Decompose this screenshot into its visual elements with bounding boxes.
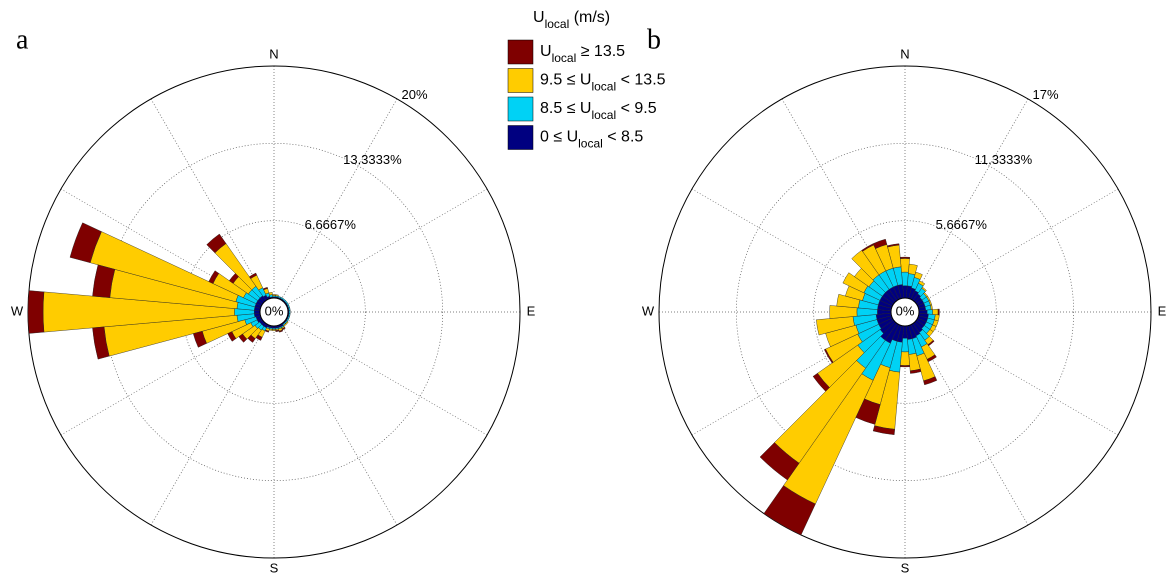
sector <box>255 334 263 341</box>
direction-label: S <box>901 560 910 574</box>
spoke <box>916 318 1119 436</box>
spoke <box>911 98 1029 301</box>
sector <box>855 398 881 425</box>
sector <box>288 310 291 314</box>
sector <box>92 264 116 298</box>
spoke <box>280 98 398 301</box>
r-tick-label: 13.3333% <box>343 152 402 167</box>
direction-label: W <box>11 303 24 318</box>
sector <box>937 308 940 316</box>
sector <box>268 292 273 296</box>
r-tick-label: 5.6667% <box>936 217 988 232</box>
r-tick-label: 20% <box>402 87 428 102</box>
ring <box>813 220 997 404</box>
sector <box>899 365 911 368</box>
sector <box>926 309 933 315</box>
spoke <box>916 188 1119 306</box>
sector <box>272 294 276 296</box>
sector <box>918 280 926 287</box>
direction-label: E <box>527 303 536 318</box>
sector <box>923 376 938 386</box>
sector <box>829 305 858 319</box>
sector <box>288 307 291 311</box>
ring <box>104 142 444 482</box>
legend-label: Ulocal ≥ 13.5 <box>540 43 625 65</box>
sector <box>842 272 869 294</box>
sector <box>900 258 910 273</box>
sector <box>836 294 861 309</box>
panel-label: a <box>16 24 29 55</box>
sector <box>909 368 922 374</box>
r-tick-label: 17% <box>1033 87 1059 102</box>
legend-label: 8.5 ≤ Ulocal < 9.5 <box>540 100 657 122</box>
sector <box>900 351 910 366</box>
sector <box>247 334 256 343</box>
sector <box>921 286 927 292</box>
sector <box>927 339 935 347</box>
sector <box>887 243 900 248</box>
legend-label: 9.5 ≤ Ulocal < 13.5 <box>540 72 666 94</box>
sector <box>208 270 220 284</box>
legend-title: Ulocal (m/s) <box>533 9 610 31</box>
sector <box>914 271 923 280</box>
sector <box>27 290 45 334</box>
sector <box>932 308 939 316</box>
r-tick-label: 0% <box>896 303 915 318</box>
center-hole <box>890 297 920 327</box>
windrose: 0% 5.6667% 11.3333% 17% N E S Wb <box>642 24 1167 574</box>
sector <box>899 256 911 259</box>
sector <box>812 372 830 392</box>
panel-label: b <box>647 24 661 55</box>
legend: Ulocal (m/s) Ulocal ≥ 13.5 9.5 ≤ Ulocal < … <box>507 9 666 151</box>
spoke <box>280 323 398 526</box>
sector <box>275 294 279 297</box>
direction-label: N <box>900 46 909 61</box>
sector <box>92 326 110 360</box>
sector <box>816 316 855 336</box>
outer-ring <box>658 65 1152 559</box>
ring <box>182 220 366 404</box>
sector <box>193 330 207 348</box>
sector <box>264 329 270 333</box>
sector <box>69 222 102 263</box>
windrose: 0% 6.6667% 13.3333% 20% N E S Wa <box>11 24 536 574</box>
sector <box>278 329 284 333</box>
legend-label: 0 ≤ Ulocal < 8.5 <box>540 129 643 151</box>
sector <box>275 329 280 332</box>
center-hole <box>259 297 289 327</box>
r-tick-label: 11.3333% <box>975 152 1033 167</box>
direction-label: E <box>1158 303 1167 318</box>
ring <box>735 142 1075 482</box>
sector <box>249 272 258 279</box>
sector <box>763 485 816 536</box>
sector <box>227 331 237 342</box>
sector <box>926 354 937 363</box>
legend-swatch <box>507 39 534 65</box>
legend-swatch <box>507 68 534 93</box>
spoke <box>150 323 268 526</box>
legend-swatch <box>507 96 534 122</box>
sector <box>238 333 248 343</box>
r-tick-label: 6.6667% <box>305 217 357 232</box>
sector <box>901 337 909 353</box>
sector <box>872 238 888 249</box>
legend-swatch <box>507 125 534 150</box>
sector <box>908 263 918 275</box>
r-tick-label: 0% <box>265 303 284 318</box>
spoke <box>285 318 488 436</box>
direction-label: W <box>642 303 655 318</box>
sector <box>872 425 895 435</box>
sector <box>206 233 227 254</box>
sector <box>228 273 239 284</box>
direction-label: N <box>269 46 278 61</box>
sector <box>759 442 800 481</box>
sector <box>262 287 268 291</box>
sector <box>272 329 276 331</box>
spoke <box>285 188 488 306</box>
sector <box>824 348 834 364</box>
direction-label: S <box>270 560 279 574</box>
